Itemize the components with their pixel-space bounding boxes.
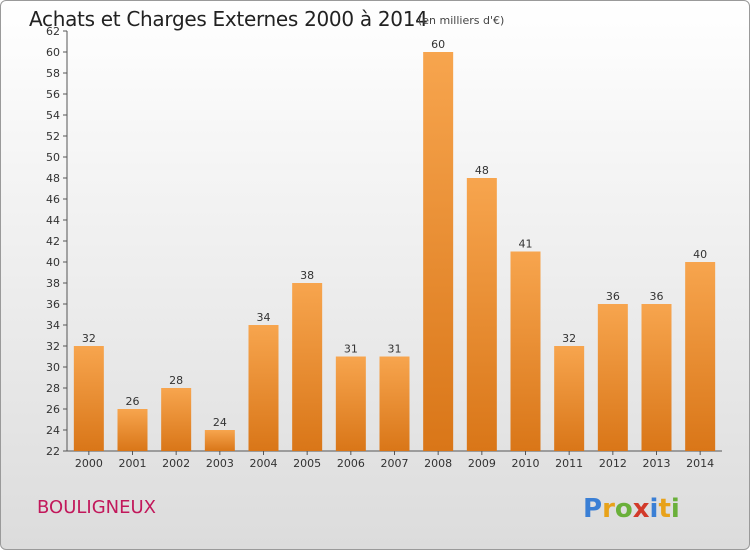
bar-value-label: 38 <box>300 269 314 282</box>
x-tick-label: 2001 <box>119 457 147 470</box>
bar-value-label: 36 <box>650 290 664 303</box>
y-tick-label: 60 <box>46 46 60 59</box>
y-tick-label: 54 <box>46 109 60 122</box>
chart-title: Achats et Charges Externes 2000 à 2014 <box>29 7 428 31</box>
bar-value-label: 31 <box>388 343 402 356</box>
y-tick-label: 28 <box>46 382 60 395</box>
bar <box>423 52 454 451</box>
bar-value-label: 34 <box>257 311 271 324</box>
bar <box>685 262 716 451</box>
x-tick-label: 2002 <box>162 457 190 470</box>
y-tick-label: 30 <box>46 361 60 374</box>
y-tick-label: 42 <box>46 235 60 248</box>
y-tick-label: 36 <box>46 298 60 311</box>
y-tick-label: 40 <box>46 256 60 269</box>
bar <box>641 304 672 451</box>
bar <box>379 356 410 451</box>
x-tick-label: 2006 <box>337 457 365 470</box>
x-tick-label: 2014 <box>686 457 714 470</box>
y-tick-label: 44 <box>46 214 60 227</box>
bar-value-label: 24 <box>213 416 227 429</box>
bar-value-label: 31 <box>344 343 358 356</box>
y-tick-label: 62 <box>46 25 60 38</box>
bar-value-label: 48 <box>475 164 489 177</box>
chart-subtitle: (en milliers d'€) <box>418 14 505 27</box>
y-tick-label: 50 <box>46 151 60 164</box>
bar-value-label: 36 <box>606 290 620 303</box>
bar <box>204 430 235 451</box>
x-tick-label: 2012 <box>599 457 627 470</box>
place-name: BOULIGNEUX <box>37 497 157 518</box>
y-tick-label: 58 <box>46 67 60 80</box>
x-tick-label: 2008 <box>424 457 452 470</box>
svg-text:Proxiti: Proxiti <box>583 494 680 523</box>
x-tick-label: 2000 <box>75 457 103 470</box>
bar-value-label: 32 <box>562 332 576 345</box>
y-tick-label: 32 <box>46 340 60 353</box>
bar <box>292 283 323 451</box>
bar <box>554 346 585 451</box>
x-tick-label: 2003 <box>206 457 234 470</box>
bar <box>117 409 148 451</box>
bar-value-label: 28 <box>169 374 183 387</box>
y-tick-label: 34 <box>46 319 60 332</box>
y-tick-label: 24 <box>46 424 60 437</box>
bar <box>73 346 104 451</box>
bar-value-label: 40 <box>693 248 707 261</box>
x-tick-label: 2007 <box>381 457 409 470</box>
bar-value-label: 60 <box>431 38 445 51</box>
bar-value-label: 32 <box>82 332 96 345</box>
y-tick-label: 26 <box>46 403 60 416</box>
x-tick-label: 2009 <box>468 457 496 470</box>
y-tick-label: 52 <box>46 130 60 143</box>
x-tick-label: 2005 <box>293 457 321 470</box>
proxiti-logo: Proxiti <box>583 494 680 523</box>
bars: 32 26 28 24 34 38 31 31 60 48 41 32 36 36 40 <box>73 38 716 451</box>
y-tick-label: 38 <box>46 277 60 290</box>
bar <box>466 178 497 451</box>
x-tick-label: 2004 <box>250 457 278 470</box>
y-tick-label: 48 <box>46 172 60 185</box>
y-tick-label: 56 <box>46 88 60 101</box>
bar <box>335 356 366 451</box>
x-tick-label: 2011 <box>555 457 583 470</box>
y-tick-label: 46 <box>46 193 60 206</box>
bar-value-label: 41 <box>519 238 533 251</box>
bar <box>597 304 628 451</box>
bar-value-label: 26 <box>126 395 140 408</box>
bar <box>248 325 279 451</box>
x-tick-label: 2013 <box>643 457 671 470</box>
bar <box>161 388 192 451</box>
y-tick-label: 22 <box>46 445 60 458</box>
axes: 22 24 26 28 30 32 34 36 38 40 42 44 46 48 50 52 54 56 58 60… <box>46 25 722 470</box>
x-tick-label: 2010 <box>512 457 540 470</box>
bar <box>510 251 541 451</box>
